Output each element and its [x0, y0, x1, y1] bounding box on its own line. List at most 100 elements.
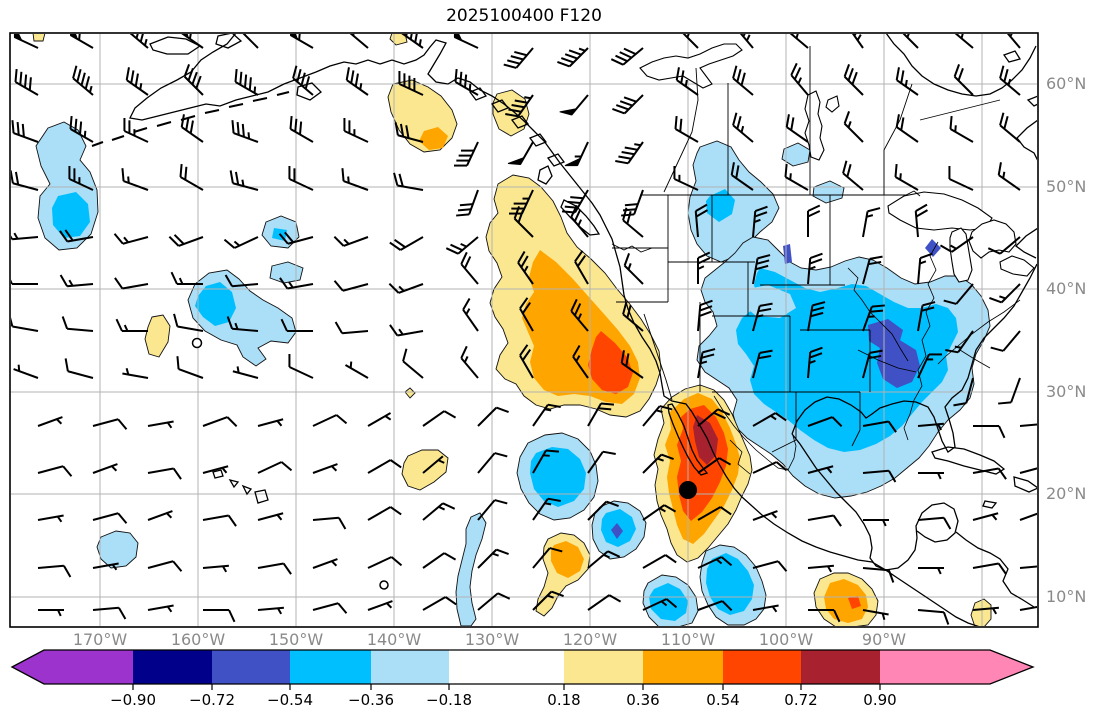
lon-tick-label: 130°W [464, 630, 520, 649]
lon-tick-label: 150°W [268, 630, 324, 649]
open-circle-marker [0, 582, 8, 590]
island-chain [252, 97, 268, 102]
lon-tick-label: 170°W [72, 630, 128, 649]
contour-region [706, 189, 735, 222]
lat-tick-label: 10°N [1046, 587, 1087, 606]
contour-region [736, 268, 958, 452]
markers [0, 337, 697, 590]
lat-tick-label: 30°N [1046, 382, 1087, 401]
colorbar-tick-label: −0.72 [189, 691, 235, 709]
coastline [1026, 95, 1037, 107]
political-border [919, 99, 1001, 121]
coastline [468, 87, 488, 101]
coastline [129, 34, 980, 626]
coastline [791, 433, 959, 571]
colorbar-outline [10, 649, 1035, 685]
colorbar [10, 649, 1035, 690]
coastline [982, 500, 998, 509]
open-circle-marker [379, 580, 389, 590]
coastline [1016, 119, 1037, 161]
lon-tick-label: 160°W [170, 630, 226, 649]
coastline [212, 469, 224, 479]
contour-region [144, 314, 171, 358]
political-border [663, 67, 699, 193]
contour-region [492, 89, 530, 137]
colorbar-tick-label: −0.18 [426, 691, 472, 709]
contour-region [404, 387, 416, 399]
coastline [955, 531, 1035, 608]
colorbar-under-arrow [12, 650, 44, 684]
target-dot-marker [679, 481, 697, 499]
river [713, 395, 797, 471]
island-chain [111, 135, 125, 141]
contour-region [52, 192, 90, 238]
island-chain [276, 91, 290, 96]
coastline [1002, 50, 1022, 63]
political-border [643, 313, 673, 401]
contour-region [32, 34, 46, 42]
colorbar-tick-label: 0.54 [706, 691, 740, 709]
coastline [528, 133, 548, 147]
coastline [791, 263, 1037, 453]
contour-region [401, 449, 449, 491]
contour-region [783, 244, 792, 264]
colorbar-segment [723, 650, 801, 684]
colorbar-tick-label: −0.36 [348, 691, 394, 709]
contour-region [455, 512, 487, 626]
colorbar-tick-label: −0.54 [267, 691, 313, 709]
island-chain [228, 103, 244, 108]
colorbar-tick-label: 0.72 [784, 691, 818, 709]
colorbar-segment [643, 650, 723, 684]
coastline [296, 82, 322, 101]
coastline [149, 36, 202, 55]
colorbar-segment [880, 650, 990, 684]
colorbar-tick-label: 0.36 [626, 691, 660, 709]
colorbar-segment [212, 650, 290, 684]
coastline [254, 489, 269, 504]
contour-region [970, 598, 992, 626]
river [611, 243, 653, 253]
contour-region [781, 142, 811, 167]
coastline [490, 99, 510, 113]
contour-region [649, 583, 688, 621]
colorbar-segment [290, 650, 371, 684]
lat-tick-label: 40°N [1046, 279, 1087, 298]
political-border [640, 190, 921, 197]
river [729, 439, 751, 475]
contour-region [848, 596, 861, 609]
island-chain [156, 121, 172, 127]
lon-tick-label: 110°W [660, 630, 716, 649]
lon-tick-label: 140°W [366, 630, 422, 649]
coastline [241, 484, 253, 496]
colorbar-segment [371, 650, 449, 684]
colorbar-segment [449, 650, 564, 684]
contour-region [812, 180, 845, 204]
contour-region [195, 282, 236, 326]
contour-region [419, 127, 448, 150]
contour-region [706, 553, 754, 615]
colorbar-segment [44, 650, 133, 684]
chart-title: 2025100400 F120 [446, 6, 602, 26]
political-border [883, 83, 913, 195]
coastline [1013, 476, 1037, 493]
axes-frame [9, 32, 1039, 628]
contour-region [530, 447, 586, 507]
island-chain [204, 109, 220, 114]
coastline [667, 403, 709, 476]
lat-tick-label: 20°N [1046, 484, 1087, 503]
colorbar-tick-label: 0.18 [547, 691, 581, 709]
lake [825, 95, 840, 113]
coastline [215, 34, 243, 49]
lat-tick-label: 50°N [1046, 177, 1087, 196]
plot-area [0, 34, 1037, 626]
river [857, 349, 917, 373]
lon-tick-label: 100°W [758, 630, 814, 649]
contour-region [588, 331, 633, 394]
coastline [510, 115, 530, 129]
contour-region [269, 261, 304, 284]
island-chain [91, 141, 104, 147]
political-border [851, 429, 861, 447]
lake [887, 191, 993, 231]
